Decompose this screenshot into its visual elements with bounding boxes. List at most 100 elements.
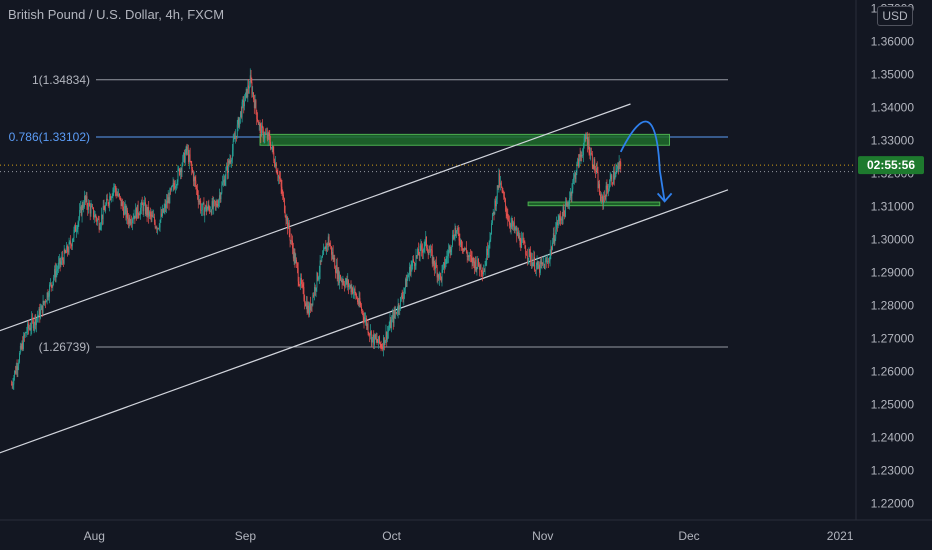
- candle-body: [235, 135, 237, 139]
- candle-body: [428, 252, 430, 255]
- price-tick-label: 1.35000: [871, 67, 915, 81]
- candle-body: [536, 261, 538, 265]
- candle-body: [287, 217, 289, 229]
- candle-body: [495, 200, 497, 207]
- candle-body: [82, 204, 84, 208]
- candle-body: [547, 261, 549, 263]
- candle-body: [96, 218, 98, 222]
- candle-body: [65, 252, 67, 254]
- candle-body: [422, 249, 423, 253]
- candle-body: [336, 264, 338, 279]
- candle-body: [123, 206, 124, 215]
- candle-body: [560, 217, 562, 221]
- candle-body: [487, 250, 489, 256]
- candle-body: [274, 161, 276, 167]
- candle-body: [444, 263, 446, 269]
- candle-body: [598, 184, 600, 188]
- candle-body: [414, 265, 416, 267]
- candle-body: [166, 200, 168, 204]
- candle-body: [370, 331, 371, 336]
- candle-body: [582, 146, 584, 156]
- candle-body: [331, 252, 333, 255]
- candle-body: [252, 92, 254, 94]
- candle-body: [285, 216, 287, 221]
- candle-body: [524, 242, 526, 249]
- candle-body: [447, 256, 449, 257]
- candle-body: [570, 192, 572, 196]
- candle-body: [483, 271, 485, 272]
- candle-body: [187, 150, 189, 151]
- date-tick-label: Aug: [84, 529, 105, 543]
- candle-body: [361, 306, 362, 311]
- candle-body: [379, 336, 380, 343]
- candle-body: [519, 235, 521, 245]
- candle-body: [615, 170, 617, 177]
- candle-body: [340, 275, 341, 281]
- candle-body: [608, 185, 610, 189]
- candle-body: [401, 295, 403, 298]
- candle-body: [486, 248, 488, 264]
- candle-body: [101, 214, 102, 225]
- candle-body: [361, 310, 363, 312]
- candle-body: [350, 285, 352, 293]
- candle-body: [154, 222, 156, 228]
- candle-body: [74, 225, 76, 230]
- candle-body: [71, 244, 72, 247]
- candle-body: [392, 315, 393, 320]
- candle-body: [425, 236, 427, 241]
- price-tick-label: 1.28000: [871, 298, 915, 312]
- candle-body: [395, 311, 397, 314]
- candle-body: [18, 362, 20, 367]
- candle-body: [487, 248, 488, 256]
- candle-body: [277, 174, 279, 178]
- candle-body: [491, 223, 492, 235]
- candle-body: [363, 317, 365, 322]
- candle-body: [259, 123, 261, 127]
- candle-body: [308, 305, 310, 316]
- chart-title[interactable]: British Pound / U.S. Dollar, 4h, FXCM: [8, 7, 225, 22]
- candle-body: [158, 228, 159, 229]
- candle-body: [504, 198, 506, 207]
- candle-body: [162, 208, 163, 217]
- candle-body: [227, 160, 229, 174]
- candle-body: [588, 139, 590, 154]
- candle-body: [452, 234, 454, 239]
- candle-body: [162, 208, 164, 213]
- candle-body: [33, 324, 35, 329]
- candle-body: [63, 249, 65, 264]
- lower-channel-line: [0, 189, 729, 454]
- candle-body: [292, 248, 294, 259]
- candle-body: [324, 246, 326, 249]
- candle-body: [288, 222, 289, 229]
- candle-body: [607, 189, 609, 193]
- candle-body: [548, 260, 550, 262]
- fib-level-label: 0.786(1.33102): [9, 130, 90, 144]
- candle-body: [429, 252, 431, 253]
- currency-badge[interactable]: USD: [877, 6, 913, 26]
- candle-body: [493, 211, 495, 215]
- candle-body: [566, 203, 568, 205]
- candle-body: [480, 264, 482, 272]
- candle-body: [373, 334, 375, 345]
- candle-body: [383, 337, 384, 350]
- candle-body: [340, 280, 342, 281]
- candle-body: [410, 266, 412, 275]
- candle-body: [413, 259, 414, 263]
- candle-body: [130, 222, 132, 224]
- candle-body: [578, 154, 580, 167]
- candle-body: [461, 247, 463, 249]
- candle-body: [443, 262, 445, 266]
- candle-body: [69, 241, 71, 243]
- candle-body: [90, 206, 92, 214]
- candle-body: [136, 204, 138, 219]
- candle-body: [403, 292, 405, 299]
- candle-body: [197, 188, 198, 196]
- candle-body: [418, 255, 420, 256]
- candle-body: [54, 269, 55, 278]
- candle-body: [25, 332, 27, 334]
- candle-body: [196, 186, 198, 189]
- price-tick-label: 1.31000: [871, 199, 915, 213]
- candle-body: [381, 347, 383, 349]
- candle-body: [190, 161, 192, 164]
